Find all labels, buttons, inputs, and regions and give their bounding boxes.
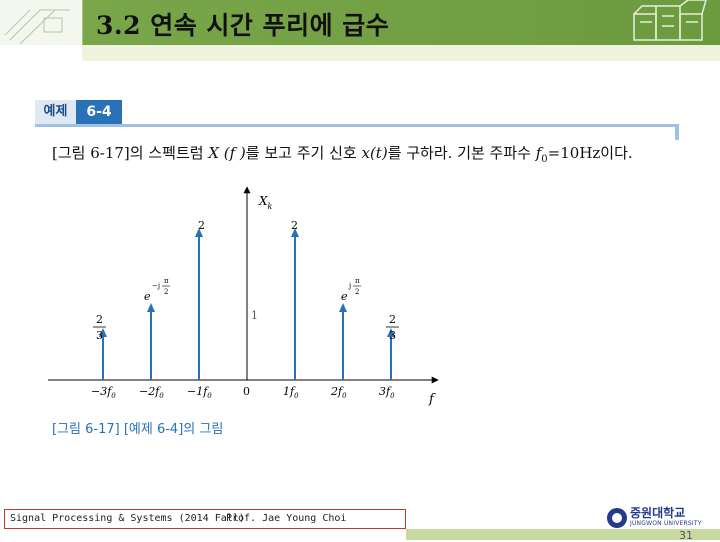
svg-text:2: 2 [164,288,168,296]
svg-text:2: 2 [96,313,103,326]
problem-mid2: 를 구하라. 기본 주파수 [387,144,536,162]
example-label: 예제 6-4 [35,100,122,124]
svg-text:2: 2 [355,288,359,296]
tick-label-km2: −2f0 [139,385,164,400]
problem-prefix: [그림 6-17]의 스펙트럼 [52,144,209,162]
slide-title: 3.2 연속 시간 푸리에 급수 [96,11,390,40]
svg-text:3: 3 [96,329,103,342]
logo-english-name: JUNGWON UNIVERSITY [630,520,702,527]
tick-label-k0: 0 [243,385,250,398]
tick-label-k1: 1f0 [283,385,299,400]
example-number: 6-4 [76,100,122,124]
value-label-plus-2: e j π 2 [341,277,361,303]
svg-text:π: π [164,277,169,285]
value-label-plus-1: 2 [291,219,298,232]
svg-text:−j: −j [152,282,160,290]
header-band [82,45,720,61]
university-seal-icon [607,507,627,528]
problem-statement: [그림 6-17]의 스펙트럼 X (f )를 보고 주기 신호 x(t)를 구… [52,144,633,165]
svg-text:e: e [144,290,151,303]
tick-label-km3: −3f0 [91,385,116,400]
spectrum-plot: Xk f −3f0 −2f0 −1f0 0 1f0 2f0 3f0 2 2 1 2 3 2 … [48,186,439,407]
page-number: 31 [679,529,693,542]
tick-label-k2: 2f0 [330,385,347,400]
stem-head-km1 [195,228,203,237]
example-tag: 예제 [35,100,76,124]
svg-text:π: π [355,277,360,285]
value-label-minus-3: 2 3 [93,313,106,342]
tick-label-km1: −1f0 [187,385,212,400]
value-label-minus-2: e −j π 2 [144,277,170,303]
stem-head-k1 [291,228,299,237]
x-axis-label: f [428,392,436,407]
svg-text:e: e [341,290,348,303]
problem-signal-symbol: x(t) [361,144,388,162]
stem-head-k3 [387,327,395,337]
logo-korean-name: 중원대학교 [630,506,686,520]
y-axis-label: Xk [258,194,273,211]
problem-f0-symbol: f [535,144,542,162]
footer-course: Signal Processing & Systems (2014 Fall) [10,513,245,524]
stem-head-km3 [99,327,107,337]
value-label-plus-3: 2 3 [386,313,399,342]
stem-head-k2 [339,303,347,312]
footer-professor: Prof. Jae Young Choi [226,513,347,524]
footer-box [4,509,406,529]
example-divider-end [675,124,679,140]
tick-label-k3: 3f0 [379,385,395,400]
slide-header [0,0,720,45]
svg-text:2: 2 [389,313,396,326]
value-label-zero: 1 [251,309,258,322]
header-left-decoration [0,0,82,45]
stem-head-km2 [147,303,155,312]
svg-text:j: j [348,282,351,290]
footer-bar [406,529,720,540]
figure-caption: [그림 6-17] [예제 6-4]의 그림 [52,422,224,437]
example-divider [35,124,675,127]
header-right-decoration [622,0,720,45]
university-logo: 중원대학교 JUNGWON UNIVERSITY [607,507,702,528]
value-label-minus-1: 2 [198,219,205,232]
problem-suffix: =10Hz이다. [547,144,633,162]
problem-mid: 를 보고 주기 신호 [245,144,362,162]
problem-spectrum-symbol: X (f ) [208,144,246,162]
spectrum-figure: Xk f −3f0 −2f0 −1f0 0 1f0 2f0 3f0 2 2 1 2 3 2 … [48,185,448,415]
svg-text:3: 3 [389,329,396,342]
